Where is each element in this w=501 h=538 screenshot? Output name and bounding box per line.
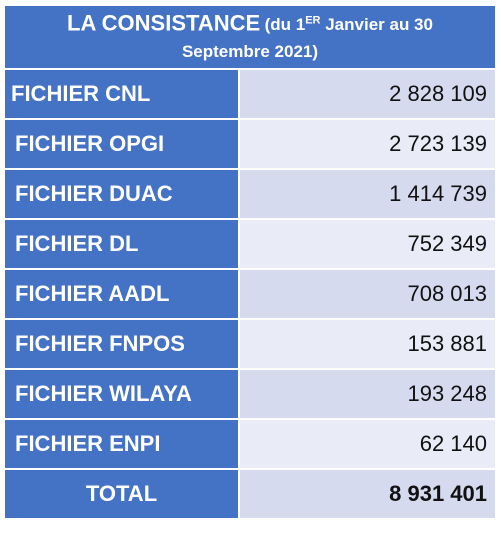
total-row: TOTAL 8 931 401: [5, 470, 495, 518]
row-value: 708 013: [240, 270, 495, 318]
row-value: 2 723 139: [240, 120, 495, 168]
row-label: FICHIER ENPI: [5, 420, 238, 468]
table-row: FICHIER DUAC 1 414 739: [5, 170, 495, 218]
row-label: FICHIER WILAYA: [5, 370, 238, 418]
row-label: FICHIER OPGI: [5, 120, 238, 168]
row-label: FICHIER AADL: [5, 270, 238, 318]
row-value: 193 248: [240, 370, 495, 418]
title-detail-line2: Septembre 2021): [181, 42, 319, 62]
total-label: TOTAL: [5, 470, 238, 518]
row-label: FICHIER DL: [5, 220, 238, 268]
table-row: FICHIER WILAYA 193 248: [5, 370, 495, 418]
row-value: 1 414 739: [240, 170, 495, 218]
table-row: FICHIER FNPOS 153 881: [5, 320, 495, 368]
table-row: FICHIER ENPI 62 140: [5, 420, 495, 468]
title-main: LA CONSISTANCE: [67, 10, 261, 36]
row-value: 2 828 109: [240, 70, 495, 118]
table-row: FICHIER DL 752 349: [5, 220, 495, 268]
consistance-table-container: LA CONSISTANCE (du 1ER Janvier au 30 Sep…: [3, 4, 495, 520]
row-value: 752 349: [240, 220, 495, 268]
table-header-row: LA CONSISTANCE (du 1ER Janvier au 30 Sep…: [5, 6, 495, 68]
row-value: 153 881: [240, 320, 495, 368]
row-value: 62 140: [240, 420, 495, 468]
row-label: FICHIER CNL: [5, 70, 238, 118]
title-detail: (du 1ER Janvier au 30: [264, 14, 433, 35]
table-row: FICHIER OPGI 2 723 139: [5, 120, 495, 168]
total-value: 8 931 401: [240, 470, 495, 518]
table-title: LA CONSISTANCE (du 1ER Janvier au 30 Sep…: [5, 6, 495, 68]
consistance-table: LA CONSISTANCE (du 1ER Janvier au 30 Sep…: [3, 4, 497, 520]
row-label: FICHIER DUAC: [5, 170, 238, 218]
table-row: FICHIER CNL 2 828 109: [5, 70, 495, 118]
table-row: FICHIER AADL 708 013: [5, 270, 495, 318]
row-label: FICHIER FNPOS: [5, 320, 238, 368]
